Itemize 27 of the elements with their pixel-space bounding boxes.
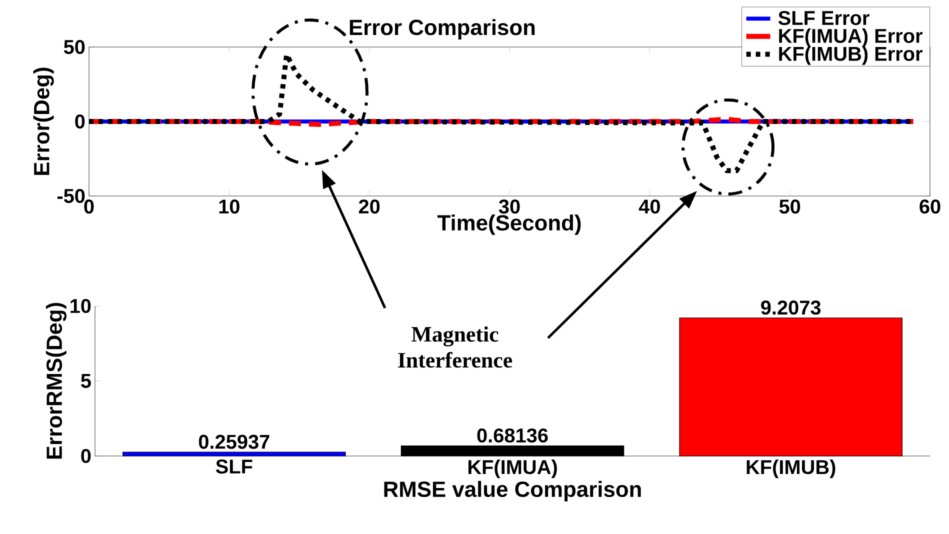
chart-title: Error Comparison	[350, 19, 535, 40]
y-axis-title: Error(Deg)	[33, 68, 54, 175]
legend-label: KF(IMUB) Error	[779, 46, 922, 65]
y-axis-title: ErrorRMS(Deg)	[46, 302, 66, 459]
y-tick-label: 0	[75, 114, 85, 129]
y-tick-label: -50	[57, 188, 85, 204]
x-tick-label: 40	[638, 200, 660, 214]
x-tick-label: SLF	[216, 460, 252, 474]
x-tick-label: 10	[219, 200, 240, 214]
y-tick-label: 50	[64, 40, 85, 54]
x-tick-label: KF(IMUB)	[746, 460, 836, 478]
x-tick-label: 50	[779, 200, 800, 214]
x-tick-label: 20	[358, 200, 380, 214]
annotation: Magnetic Interference	[398, 326, 512, 368]
data-label: 0.68136	[477, 428, 548, 443]
x-tick-label: KF(IMUA)	[468, 460, 557, 478]
legend-label: KF(IMUA) Error	[779, 28, 922, 47]
data-label: 9.2073	[761, 300, 821, 315]
legend-label: SLF Error	[778, 10, 870, 26]
x-axis-title: RMSE value Comparison	[384, 480, 641, 502]
y-tick-label: 10	[70, 298, 91, 314]
x-axis-title: Time(Second)	[437, 214, 581, 235]
y-tick-label: 0	[81, 448, 91, 464]
y-tick-label: 5	[81, 374, 91, 388]
x-tick-label: 60	[920, 200, 940, 214]
x-tick-label: 30	[498, 200, 520, 214]
data-label: 0.25937	[198, 434, 270, 449]
